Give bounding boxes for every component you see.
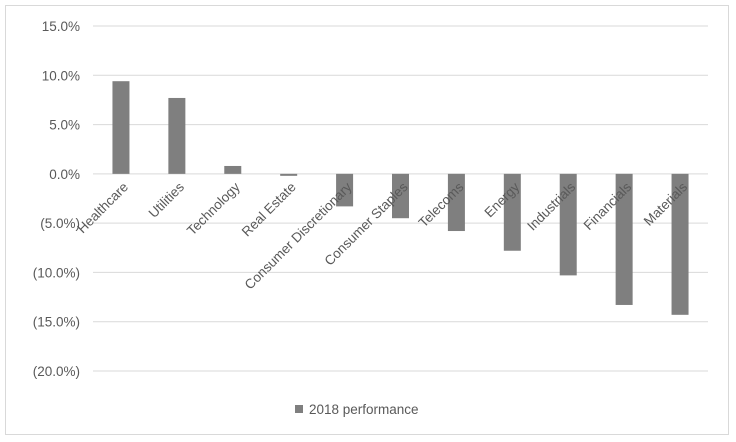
y-tick-label: (20.0%) — [33, 364, 80, 379]
legend: 2018 performance — [295, 402, 419, 417]
category-label: Healthcare — [74, 179, 131, 236]
bar — [392, 173, 409, 219]
legend-label: 2018 performance — [309, 402, 419, 417]
y-tick-label: 5.0% — [49, 118, 80, 133]
y-tick-label: (5.0%) — [40, 216, 80, 231]
category-label: Consumer Discretionary — [242, 179, 355, 292]
bar — [671, 173, 689, 315]
bar — [559, 173, 577, 276]
chart-frame — [5, 5, 729, 435]
bars — [112, 81, 689, 315]
category-label: Real Estate — [239, 179, 299, 239]
y-tick-label: (10.0%) — [33, 265, 80, 280]
bar — [224, 165, 242, 174]
category-label: Utilities — [146, 179, 188, 221]
category-label: Technology — [184, 179, 243, 238]
y-tick-label: (15.0%) — [33, 315, 80, 330]
bar — [447, 173, 465, 232]
y-axis-tick-labels: 15.0% 10.0% 5.0% 0.0% (5.0%) (10.0%) (15.0%) (2… — [33, 19, 80, 379]
bar — [615, 173, 633, 305]
y-tick-label: 15.0% — [42, 19, 80, 34]
y-tick-label: 10.0% — [42, 68, 80, 83]
legend-swatch — [295, 405, 303, 413]
gridlines — [93, 25, 708, 372]
bar — [112, 81, 130, 174]
bar — [503, 173, 521, 251]
y-tick-label: 0.0% — [49, 167, 80, 182]
bar — [168, 97, 186, 174]
bar — [336, 173, 354, 207]
bar — [280, 173, 298, 176]
